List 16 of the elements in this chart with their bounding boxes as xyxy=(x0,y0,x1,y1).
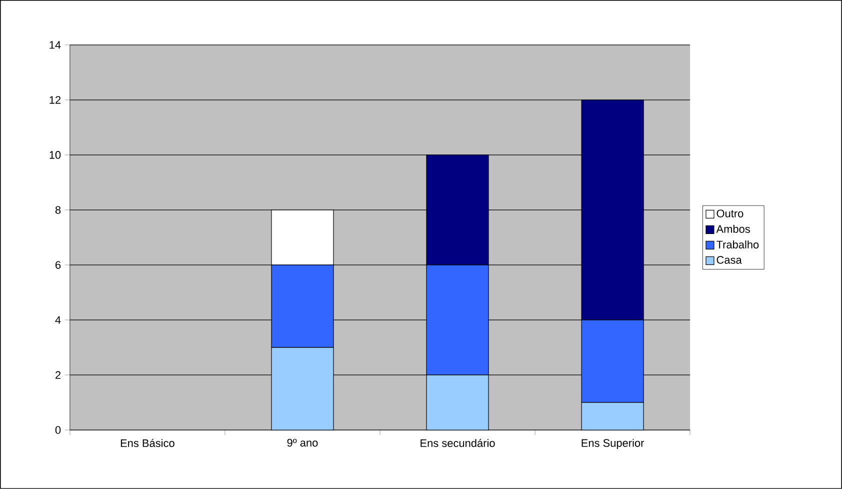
x-tick-label: Ens Superior xyxy=(582,438,644,450)
y-tick-label: 4 xyxy=(55,316,61,324)
x-tick-label: 9º ano xyxy=(287,438,318,447)
y-tick-label: 0 xyxy=(55,426,61,434)
y-tick-label: 8 xyxy=(55,206,61,214)
legend-label: Trabalho xyxy=(716,240,759,249)
legend-label: Ambos xyxy=(716,224,750,233)
y-tick-label: 2 xyxy=(56,371,61,379)
legend-label: Casa xyxy=(716,256,742,264)
y-tick-label: 6 xyxy=(56,261,61,269)
x-tick-label: Ens secundário xyxy=(420,438,495,448)
y-tick-label: 10 xyxy=(50,151,61,159)
legend-label: Outro xyxy=(716,210,744,218)
x-tick-label: Ens Básico xyxy=(120,438,174,448)
y-tick-label: 14 xyxy=(50,41,61,49)
y-tick-label: 12 xyxy=(50,96,61,104)
